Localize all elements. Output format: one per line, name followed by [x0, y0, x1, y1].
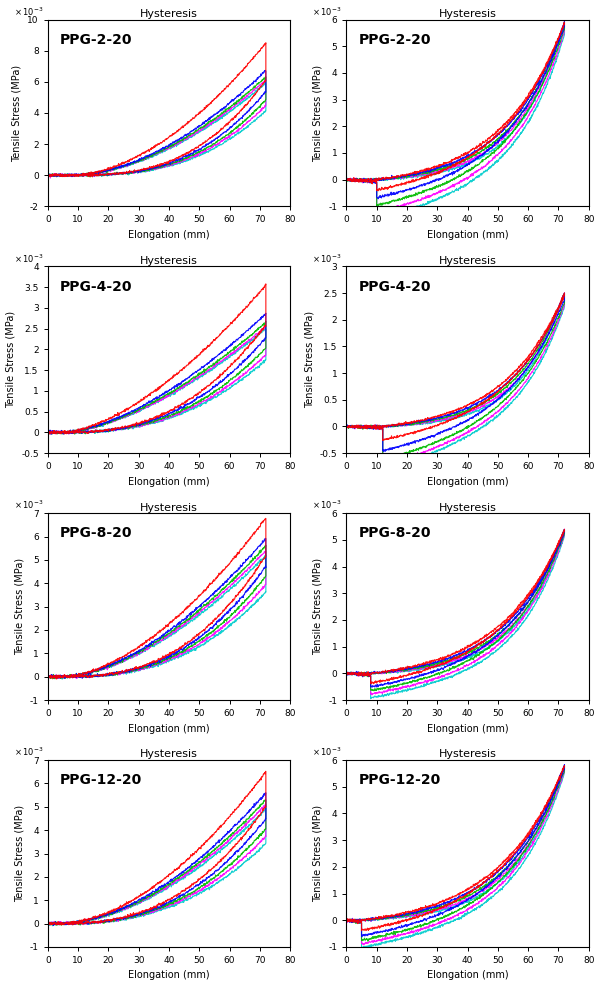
Y-axis label: Tensile Stress (MPa): Tensile Stress (MPa)	[11, 64, 22, 162]
Title: Hysteresis: Hysteresis	[140, 503, 198, 513]
Text: $\times\,10^{-3}$: $\times\,10^{-3}$	[14, 252, 43, 264]
Y-axis label: Tensile Stress (MPa): Tensile Stress (MPa)	[14, 558, 24, 656]
Text: PPG-12-20: PPG-12-20	[358, 773, 441, 787]
Text: $\times\,10^{-3}$: $\times\,10^{-3}$	[14, 499, 43, 512]
Y-axis label: Tensile Stress (MPa): Tensile Stress (MPa)	[5, 312, 16, 408]
Text: PPG-8-20: PPG-8-20	[60, 527, 133, 540]
Text: PPG-2-20: PPG-2-20	[358, 33, 431, 46]
Title: Hysteresis: Hysteresis	[140, 255, 198, 265]
X-axis label: Elongation (mm): Elongation (mm)	[128, 477, 210, 487]
Title: Hysteresis: Hysteresis	[439, 9, 496, 19]
Y-axis label: Tensile Stress (MPa): Tensile Stress (MPa)	[313, 64, 323, 162]
Text: $\times\,10^{-3}$: $\times\,10^{-3}$	[14, 5, 43, 18]
X-axis label: Elongation (mm): Elongation (mm)	[128, 724, 210, 734]
Text: $\times\,10^{-3}$: $\times\,10^{-3}$	[14, 745, 43, 758]
Text: PPG-4-20: PPG-4-20	[60, 279, 133, 294]
X-axis label: Elongation (mm): Elongation (mm)	[427, 230, 508, 240]
Title: Hysteresis: Hysteresis	[439, 503, 496, 513]
Y-axis label: Tensile Stress (MPa): Tensile Stress (MPa)	[304, 312, 314, 408]
Text: PPG-12-20: PPG-12-20	[60, 773, 142, 787]
X-axis label: Elongation (mm): Elongation (mm)	[128, 970, 210, 980]
X-axis label: Elongation (mm): Elongation (mm)	[128, 230, 210, 240]
Text: PPG-2-20: PPG-2-20	[60, 33, 133, 46]
Text: $\times\,10^{-3}$: $\times\,10^{-3}$	[313, 252, 342, 264]
Y-axis label: Tensile Stress (MPa): Tensile Stress (MPa)	[313, 805, 323, 902]
X-axis label: Elongation (mm): Elongation (mm)	[427, 724, 508, 734]
Text: PPG-8-20: PPG-8-20	[358, 527, 431, 540]
Text: $\times\,10^{-3}$: $\times\,10^{-3}$	[313, 745, 342, 758]
Text: $\times\,10^{-3}$: $\times\,10^{-3}$	[313, 499, 342, 512]
Text: $\times\,10^{-3}$: $\times\,10^{-3}$	[313, 5, 342, 18]
Y-axis label: Tensile Stress (MPa): Tensile Stress (MPa)	[14, 805, 24, 902]
Y-axis label: Tensile Stress (MPa): Tensile Stress (MPa)	[313, 558, 323, 656]
Title: Hysteresis: Hysteresis	[439, 749, 496, 759]
Title: Hysteresis: Hysteresis	[140, 749, 198, 759]
X-axis label: Elongation (mm): Elongation (mm)	[427, 477, 508, 487]
X-axis label: Elongation (mm): Elongation (mm)	[427, 970, 508, 980]
Title: Hysteresis: Hysteresis	[140, 9, 198, 19]
Title: Hysteresis: Hysteresis	[439, 255, 496, 265]
Text: PPG-4-20: PPG-4-20	[358, 279, 431, 294]
